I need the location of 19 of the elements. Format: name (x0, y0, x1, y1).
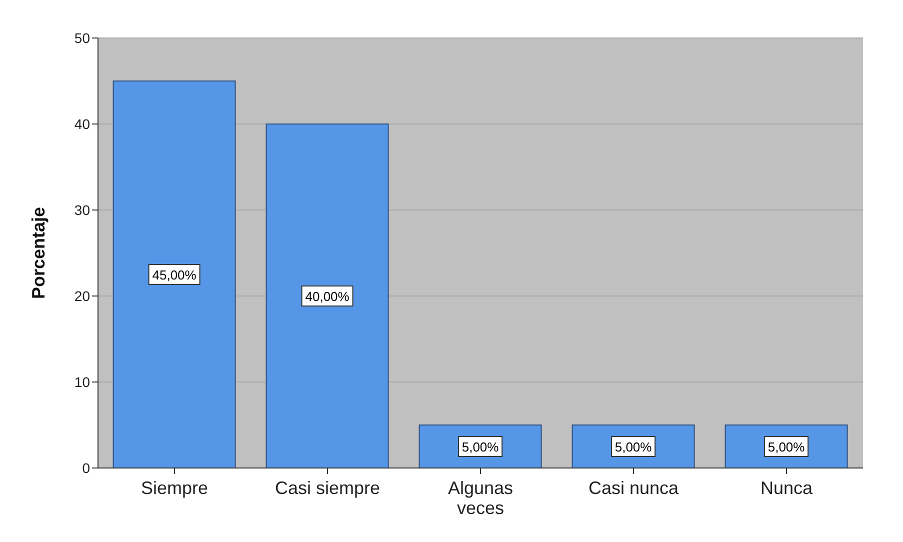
x-tick-label: Casi siempre (274, 478, 380, 498)
data-label: 45,00% (152, 268, 197, 282)
y-axis-title: Porcentaje (28, 206, 48, 300)
data-label: 5,00% (614, 440, 652, 454)
x-tick-label: Nunca (760, 478, 814, 498)
x-tick-label: Casi nunca (588, 478, 680, 498)
y-tick-label: 50 (74, 30, 90, 46)
bar (266, 124, 389, 468)
bar (112, 80, 236, 468)
y-tick-label: 20 (74, 288, 90, 304)
y-tick-label: 10 (74, 374, 90, 390)
y-tick-label: 0 (82, 460, 90, 476)
x-tick-label: Siempre (140, 478, 208, 498)
y-tick-label: 40 (74, 116, 90, 132)
data-label: 5,00% (462, 440, 500, 454)
data-label: 40,00% (305, 289, 350, 304)
x-tick-label: Algunas veces (448, 478, 514, 518)
data-label: 5,00% (768, 440, 806, 454)
y-tick-label: 30 (74, 202, 90, 218)
